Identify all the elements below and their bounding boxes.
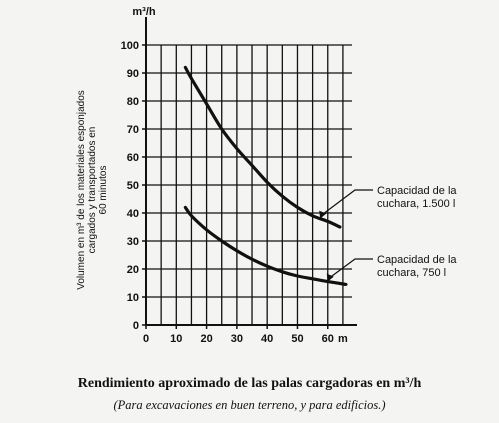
y-axis-label-line: cargados y transportados en	[87, 127, 98, 254]
series-leader-arrowhead-1	[319, 210, 327, 219]
x-unit-label: m	[338, 333, 348, 345]
series-line-1	[183, 65, 342, 229]
x-tick-label: 0	[143, 333, 149, 345]
y-axis-label-line: 60 minutos	[98, 166, 109, 215]
y-axis-label-line: Volumen en m³ de los materiales esponjad…	[76, 90, 87, 290]
series-label-1: cuchara, 1.500 l	[377, 198, 455, 210]
y-tick-label: 0	[133, 320, 139, 332]
y-tick-label: 30	[127, 236, 139, 248]
y-tick-label: 20	[127, 264, 139, 276]
series-leader-line-2	[329, 258, 373, 279]
figure-caption-title: Rendimiento aproximado de las palas carg…	[77, 376, 422, 391]
x-tick-label: 10	[170, 333, 182, 345]
y-tick-label: 40	[127, 208, 139, 220]
y-unit-label: m³/h	[132, 6, 156, 18]
x-tick-label: 20	[200, 333, 212, 345]
series-label-2: Capacidad de la	[377, 254, 457, 266]
y-tick-label: 100	[121, 40, 139, 52]
y-tick-label: 80	[127, 96, 139, 108]
x-tick-label: 40	[261, 333, 273, 345]
series-label-1: Capacidad de la	[377, 185, 457, 197]
y-tick-label: 70	[127, 124, 139, 136]
x-tick-label: 50	[291, 333, 303, 345]
x-tick-label: 30	[231, 333, 243, 345]
series-label-2: cuchara, 750 l	[377, 267, 446, 279]
figure-caption-subtitle: (Para excavaciones en buen terreno, y pa…	[113, 398, 386, 412]
x-tick-label: 60	[322, 333, 334, 345]
series-leader-arrowhead-2	[326, 273, 334, 282]
y-tick-label: 10	[127, 292, 139, 304]
y-tick-label: 60	[127, 152, 139, 164]
y-tick-label: 50	[127, 180, 139, 192]
series-leader-line-1	[321, 189, 373, 216]
y-tick-label: 90	[127, 68, 139, 80]
series-line-2	[183, 205, 348, 286]
